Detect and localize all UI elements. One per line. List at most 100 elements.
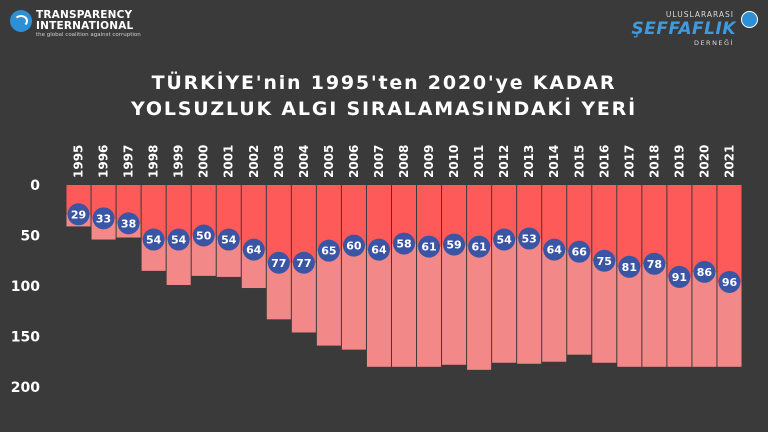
rank-marker (568, 240, 591, 263)
rank-label: 54 (221, 234, 237, 247)
rank-marker (643, 252, 666, 275)
rank-label: 29 (71, 208, 86, 221)
rank-marker (317, 239, 340, 262)
year-label: 2016 (597, 145, 611, 178)
rank-label: 54 (146, 234, 162, 247)
year-label: 2017 (622, 145, 636, 178)
year-label: 2010 (447, 145, 461, 178)
year-label: 1999 (172, 145, 186, 178)
rank-label: 61 (471, 241, 486, 254)
year-label: 2002 (247, 145, 261, 178)
rank-marker (92, 207, 115, 230)
year-label: 2013 (522, 145, 536, 178)
y-tick-label: 100 (11, 279, 40, 295)
year-label: 2006 (347, 145, 361, 178)
year-label: 1997 (122, 145, 136, 178)
rank-label: 33 (96, 212, 111, 225)
rank-marker (518, 227, 541, 250)
total-bar (717, 281, 742, 367)
rank-bar (692, 185, 717, 272)
rank-label: 66 (572, 246, 588, 259)
rank-label: 60 (346, 240, 362, 253)
rank-marker (693, 260, 716, 283)
rank-bar (291, 185, 316, 263)
rank-label: 64 (547, 244, 563, 257)
year-label: 2004 (297, 145, 311, 178)
rank-bar (667, 185, 692, 277)
year-label: 2009 (422, 145, 436, 178)
year-label: 2020 (697, 145, 711, 178)
rank-label: 54 (496, 234, 512, 247)
total-bar (467, 246, 492, 370)
transparency-international-logo: TRANSPARENCY INTERNATIONAL the global co… (10, 8, 160, 42)
rank-label: 64 (246, 244, 262, 257)
rank-label: 75 (597, 255, 612, 268)
rank-marker (593, 249, 616, 272)
y-tick-label: 150 (11, 330, 40, 346)
y-tick-label: 50 (21, 229, 41, 245)
total-bar (417, 246, 442, 367)
rank-bar (642, 185, 667, 264)
year-label: 2000 (197, 145, 211, 178)
total-bar (316, 250, 341, 346)
rank-marker (217, 228, 240, 251)
rank-label: 38 (121, 217, 136, 230)
rank-marker (267, 251, 290, 274)
rank-marker (67, 203, 90, 226)
rank-label: 54 (171, 234, 187, 247)
rank-bar (266, 185, 291, 263)
chart-title-line1: TÜRKİYE'nin 1995'ten 2020'ye KADAR (151, 72, 617, 94)
rank-bar (617, 185, 642, 267)
logo-left-line1: TRANSPARENCY (36, 9, 133, 21)
total-bar (567, 251, 592, 355)
rank-label: 81 (622, 261, 637, 274)
rank-label: 96 (722, 276, 738, 289)
rank-marker (117, 212, 140, 235)
year-label: 2012 (497, 145, 511, 178)
logo-right-line1: ULUSLARARASI (665, 10, 734, 19)
rank-marker (167, 228, 190, 251)
logo-left-line2: INTERNATIONAL (36, 20, 134, 32)
rank-label: 61 (421, 241, 436, 254)
logo-left-tagline: the global coalition against corruption (36, 32, 141, 38)
year-label: 2003 (272, 145, 286, 178)
seffaflik-dernegi-logo: ULUSLARARASI ŞEFFAFLIK DERNEĞİ (631, 8, 758, 48)
rank-label: 50 (196, 230, 212, 243)
year-label: 2005 (322, 145, 336, 178)
rank-marker (292, 251, 315, 274)
logo-right-line3: DERNEĞİ (693, 39, 734, 47)
year-label: 2008 (397, 145, 411, 178)
year-label: 2001 (222, 145, 236, 178)
rank-label: 78 (647, 258, 662, 271)
y-tick-label: 200 (11, 380, 40, 396)
total-bar (517, 238, 542, 364)
y-tick-label: 0 (30, 178, 40, 194)
rank-marker (443, 233, 466, 256)
rank-marker (242, 238, 265, 261)
rank-marker (418, 235, 441, 258)
rank-label: 59 (446, 239, 461, 252)
year-label: 1998 (147, 145, 161, 178)
rank-label: 77 (296, 257, 311, 270)
rank-marker (668, 265, 691, 288)
year-label: 2018 (647, 145, 661, 178)
year-label: 2019 (672, 145, 686, 178)
total-bar (667, 276, 692, 367)
rank-marker (493, 228, 516, 251)
rank-label: 53 (522, 233, 537, 246)
total-bar (391, 243, 417, 367)
total-bar (692, 271, 717, 367)
rank-label: 64 (371, 244, 387, 257)
total-bar (617, 266, 642, 367)
year-label: 2021 (722, 145, 736, 178)
rank-marker (192, 224, 215, 247)
logo-right-line2: ŞEFFAFLIK (631, 19, 736, 39)
year-label: 2014 (547, 145, 561, 178)
rank-marker (142, 228, 165, 251)
rank-marker (367, 238, 390, 261)
rank-label: 77 (271, 257, 286, 270)
total-bar (492, 239, 517, 363)
rank-marker (543, 238, 566, 261)
rank-label: 65 (321, 245, 336, 258)
